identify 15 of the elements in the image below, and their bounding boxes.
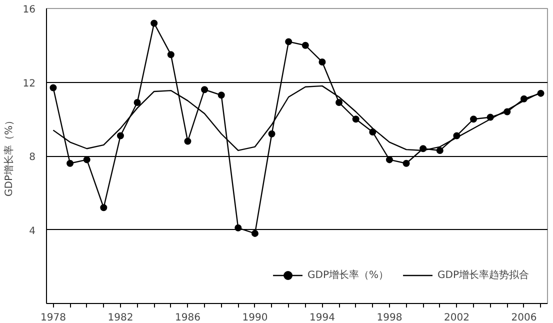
x-tick-label: 2006 <box>511 312 537 323</box>
x-tick-label: 1978 <box>40 312 66 323</box>
y-tick-label: 16 <box>22 4 36 16</box>
y-axis-title: GDP增长率（%） <box>2 116 15 196</box>
x-tick-label: 2002 <box>444 312 470 323</box>
y-tick-label: 12 <box>22 78 36 90</box>
x-tick-label: 1982 <box>108 312 134 323</box>
y-tick-label: 4 <box>29 226 36 237</box>
y-tick-label: 8 <box>29 152 36 163</box>
legend-label: GDP增长率趋势拟合 <box>438 268 529 282</box>
x-tick-label: 1998 <box>376 312 402 323</box>
x-tick-label: 1994 <box>309 312 335 323</box>
x-tick-label: 1986 <box>174 312 200 323</box>
x-tick-label: 1990 <box>242 312 268 323</box>
legend-label: GDP增长率（%） <box>308 268 389 282</box>
